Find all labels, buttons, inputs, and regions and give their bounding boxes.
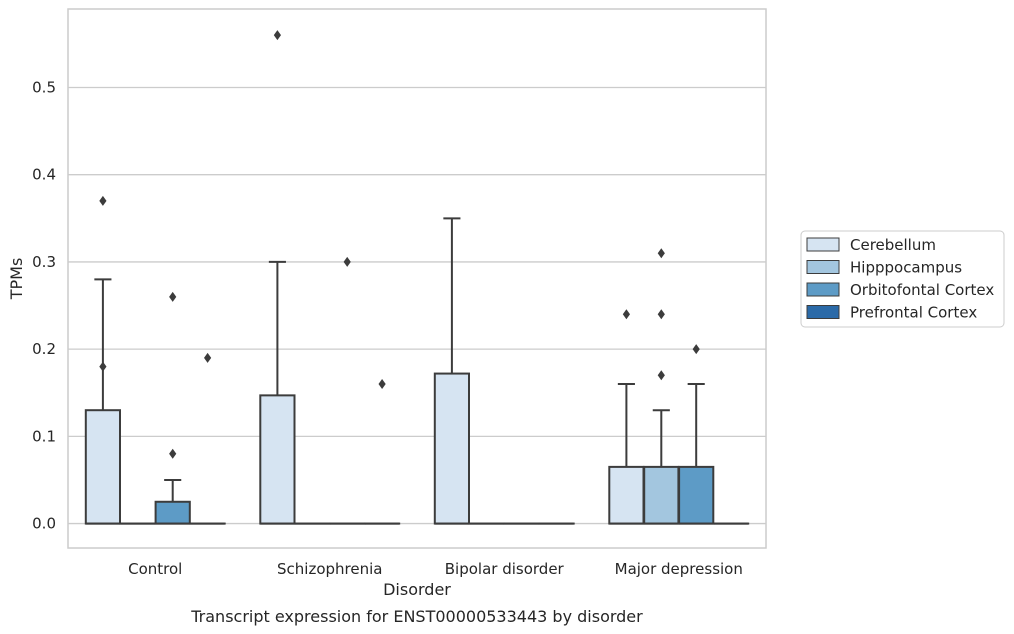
legend-swatch	[806, 260, 840, 274]
box-group	[363, 379, 401, 525]
outlier-point	[273, 30, 281, 41]
outlier-point	[343, 256, 351, 267]
outlier-point	[692, 344, 700, 355]
x-tick-label: Bipolar disorder	[445, 560, 565, 578]
box-group	[643, 248, 680, 525]
y-axis-ticks: 0.0 0.1 0.2 0.3 0.4 0.5	[32, 78, 56, 532]
outlier-point	[657, 248, 665, 259]
y-tick-label: 0.3	[32, 253, 56, 271]
box	[608, 465, 645, 525]
y-tick-label: 0.1	[32, 427, 56, 445]
box	[433, 372, 471, 525]
box	[154, 500, 191, 525]
box	[259, 394, 296, 525]
outlier-point	[99, 361, 107, 372]
y-tick-label: 0.2	[32, 340, 56, 358]
x-tick-label: Schizophrenia	[277, 560, 382, 578]
y-tick-label: 0.5	[32, 78, 56, 96]
legend-label: Cerebellum	[850, 236, 936, 254]
box-group	[678, 344, 715, 525]
x-axis-ticks: Control Schizophrenia Bipolar disorder Majo…	[128, 560, 743, 578]
box-group	[189, 352, 226, 525]
box-group	[154, 291, 191, 525]
outlier-point	[657, 309, 665, 320]
box-group	[433, 217, 471, 525]
legend-label: Hipppocampus	[850, 259, 962, 277]
y-tick-label: 0.4	[32, 166, 56, 184]
outlier-point	[169, 448, 177, 459]
outlier-point	[169, 291, 177, 302]
outlier-point	[99, 195, 107, 206]
x-tick-label: Major depression	[615, 560, 743, 578]
legend: Cerebellum Hipppocampus Orbitofontal Corte…	[800, 230, 1005, 328]
outlier-point	[204, 352, 212, 363]
legend-swatch	[806, 237, 840, 252]
box	[84, 409, 122, 525]
y-tick-label: 0.0	[32, 515, 56, 533]
x-axis-title: Disorder	[383, 580, 451, 599]
outlier-point	[622, 309, 630, 320]
plot-area	[67, 8, 767, 549]
outlier-point	[378, 379, 386, 390]
legend-frame	[800, 230, 1005, 328]
legend-swatch	[806, 305, 840, 319]
box	[678, 465, 715, 525]
legend-swatch	[806, 282, 840, 297]
box-group	[259, 30, 296, 525]
legend-label: Orbitofontal Cortex	[850, 281, 994, 299]
box-group	[84, 195, 122, 525]
box-group	[329, 256, 366, 525]
x-tick-label: Control	[128, 560, 182, 578]
box-group	[608, 309, 645, 525]
figure-caption: Transcript expression for ENST0000053344…	[190, 607, 643, 626]
y-axis-title: TPMs	[7, 258, 26, 301]
outlier-point	[657, 370, 665, 381]
boxes-layer	[84, 30, 750, 525]
legend-label: Prefrontal Cortex	[850, 304, 977, 322]
box	[643, 465, 680, 525]
